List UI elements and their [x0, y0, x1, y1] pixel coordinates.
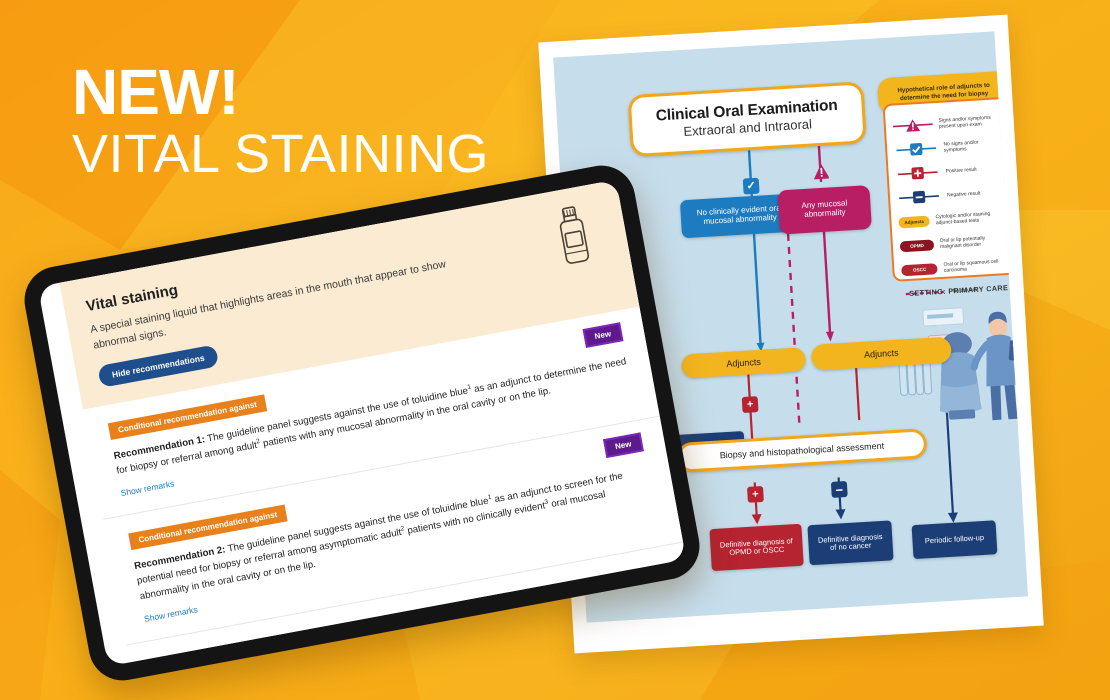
legend-pill-label: Cytologic and/or staining adjunct-based …	[935, 210, 991, 227]
check-badge-icon: ✓	[742, 177, 760, 195]
legend-row-label: Positive result	[945, 166, 977, 175]
legend-row-label: No signs and/or symptoms	[943, 139, 979, 154]
node-definitive-diagnosis-no-cancer[interactable]: Definitive diagnosis of no cancer	[807, 520, 894, 566]
node-any-mucosal-abnormality[interactable]: Any mucosal abnormality	[777, 185, 872, 235]
new-badge: New	[602, 432, 644, 459]
new-badge: New	[582, 321, 624, 348]
minus-badge-icon: −	[830, 480, 848, 498]
minus-icon	[897, 189, 942, 206]
legend-pill-label: Oral or lip squamous cell carcinoma	[943, 258, 999, 274]
node-periodic-follow-up[interactable]: Periodic follow-up	[911, 520, 998, 560]
node-definitive-diagnosis-opmd-oscc[interactable]: Definitive diagnosis of OPMD or OSCC	[709, 523, 804, 572]
dental-chair-clinician-illustration	[898, 307, 1025, 421]
legend-pill-oscc: OSCC	[901, 262, 939, 276]
show-remarks-link[interactable]: Show remarks	[143, 603, 199, 624]
legend-row: No signs and/or symptoms	[894, 132, 1003, 162]
legend-row: Signs and/or symptoms present upon exam	[892, 108, 1001, 138]
tablet-screen: Vital staining A special staining liquid…	[37, 179, 687, 667]
plus-badge-icon: +	[746, 485, 764, 503]
headline-new: NEW!	[72, 56, 240, 128]
legend-row-label: Signs and/or symptoms present upon exam	[938, 114, 991, 130]
dashed-line-icon	[903, 287, 948, 300]
legend-row: Negative result	[896, 180, 1005, 210]
bottle-icon	[546, 201, 601, 275]
alert-badge-icon	[812, 163, 829, 181]
plus-badge-icon: +	[741, 396, 759, 414]
poster-container: Clinical Oral Examination Extraoral and …	[538, 14, 1108, 666]
check-icon	[894, 141, 938, 158]
legend-card: Signs and/or symptoms present upon exam …	[882, 96, 1019, 296]
legend-row-label: Negative result	[946, 190, 981, 199]
vital-staining-card: Vital staining A special staining liquid…	[59, 179, 640, 410]
triangle-alert-icon	[892, 117, 933, 133]
plus-icon	[895, 165, 940, 182]
legend-pill-opmd: OPMD	[899, 238, 935, 252]
headline: NEW! VITAL STAINING	[72, 56, 490, 184]
hide-recommendations-button[interactable]: Hide recommendations	[97, 343, 220, 388]
app-viewport: Vital staining A special staining liquid…	[59, 179, 687, 663]
tablet-container: Vital staining A special staining liquid…	[18, 160, 720, 686]
poster-sheet: Clinical Oral Examination Extraoral and …	[538, 14, 1044, 654]
tablet-device: Vital staining A special staining liquid…	[18, 160, 706, 686]
legend-pill-adjuncts: Adjuncts	[898, 215, 931, 228]
legend-pill-label: Oral or lip potentially malignant disord…	[939, 235, 986, 251]
show-remarks-link[interactable]: Show remarks	[119, 478, 176, 499]
poster-flowchart-panel: Clinical Oral Examination Extraoral and …	[553, 31, 1028, 623]
legend-row: Positive result	[895, 156, 1004, 186]
legend-pill-row: No adjunct	[902, 276, 1011, 306]
headline-subtitle: VITAL STAINING	[72, 123, 490, 184]
